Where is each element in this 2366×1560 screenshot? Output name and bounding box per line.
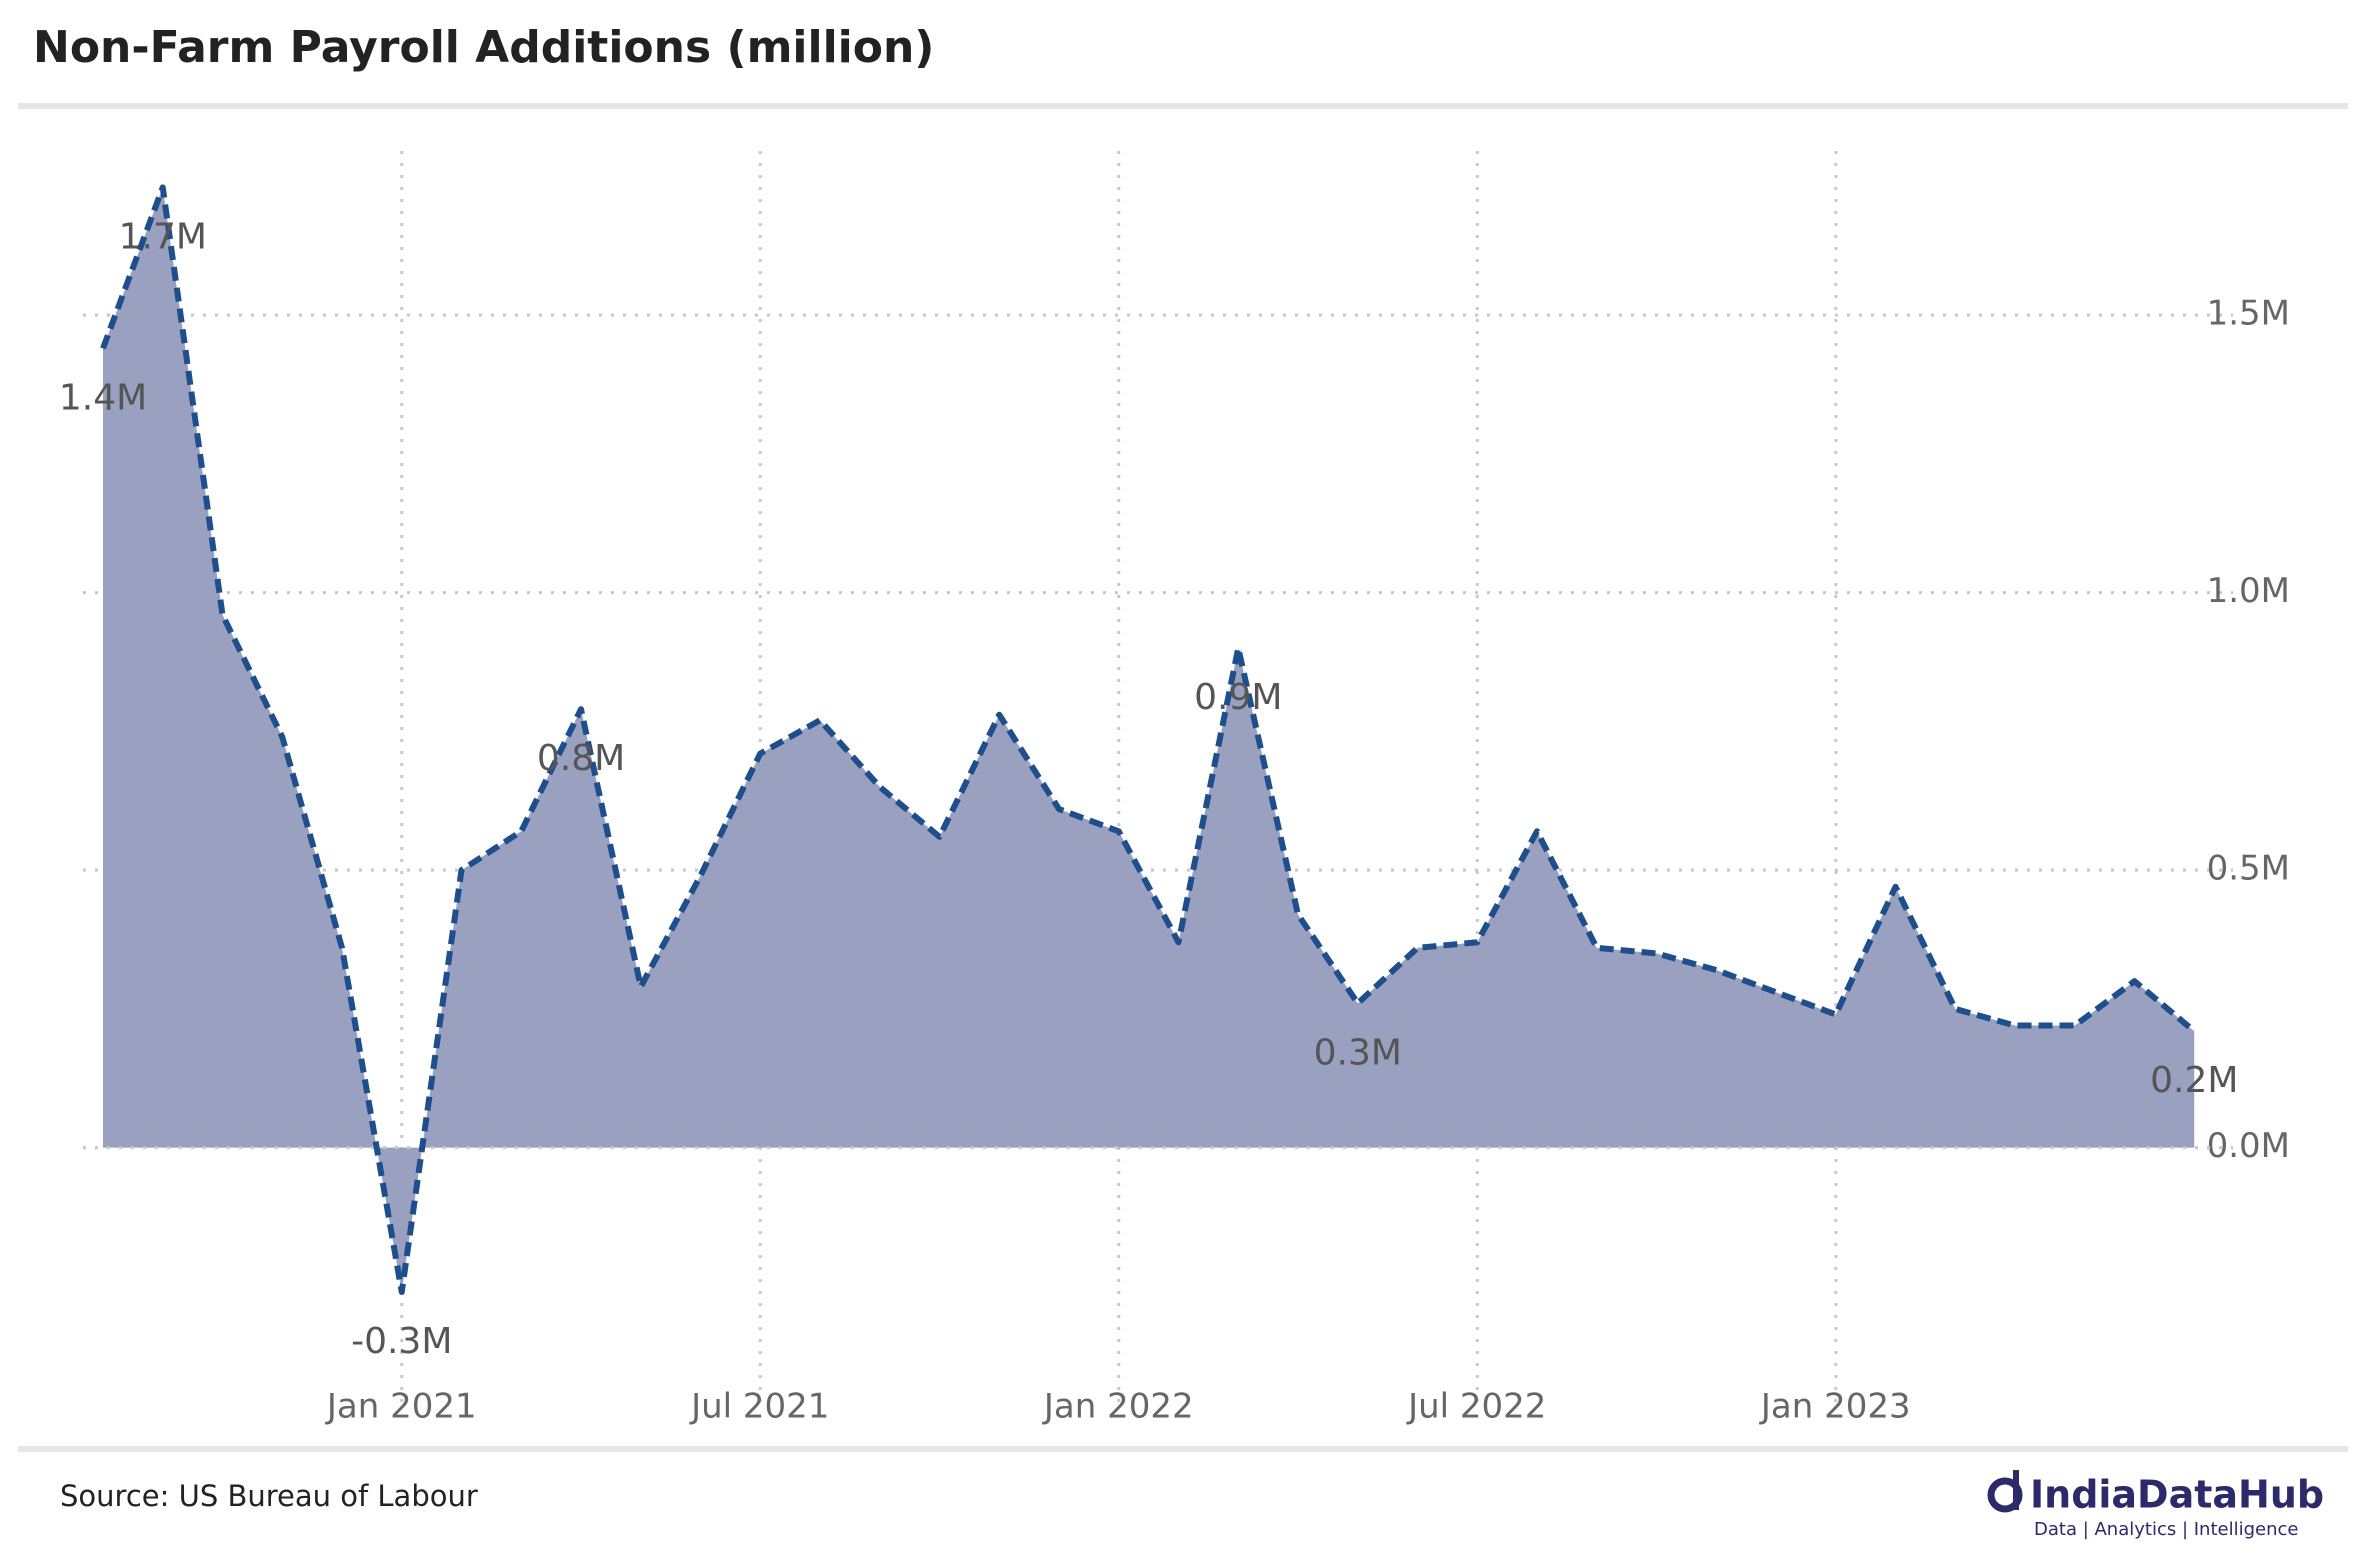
footer-rule bbox=[18, 1446, 2348, 1452]
area bbox=[103, 187, 2195, 1292]
chart-title: Non-Farm Payroll Additions (million) bbox=[33, 22, 934, 73]
logo-name: IndiaDataHub bbox=[2030, 1473, 2324, 1517]
data-label: 1.7M bbox=[119, 216, 207, 257]
line bbox=[100, 184, 2197, 1295]
logo: IndiaDataHub Data | Analytics | Intellig… bbox=[1987, 1470, 2324, 1540]
x-tick-label: Jan 2023 bbox=[1759, 1387, 1911, 1427]
data-label: 0.8M bbox=[537, 738, 625, 779]
y-tick-label: 1.5M bbox=[2207, 294, 2290, 334]
x-tick-label: Jul 2021 bbox=[689, 1387, 829, 1427]
data-label: 0.9M bbox=[1194, 677, 1282, 718]
data-label: 0.2M bbox=[2150, 1060, 2238, 1101]
logo-tagline: Data | Analytics | Intelligence bbox=[2034, 1519, 2298, 1540]
logo-icon-stem bbox=[2013, 1470, 2019, 1510]
x-tick-label: Jan 2021 bbox=[325, 1387, 477, 1427]
y-tick-label: 0.5M bbox=[2207, 849, 2290, 889]
header-rule bbox=[18, 103, 2348, 109]
data-label: 1.4M bbox=[59, 377, 147, 418]
y-tick-label: 1.0M bbox=[2207, 571, 2290, 611]
data-label: 0.3M bbox=[1314, 1032, 1402, 1073]
source: Source: US Bureau of Labour bbox=[60, 1479, 478, 1513]
data-label: -0.3M bbox=[351, 1321, 452, 1362]
x-tick-label: Jan 2022 bbox=[1042, 1387, 1194, 1427]
x-tick-label: Jul 2022 bbox=[1406, 1387, 1546, 1427]
